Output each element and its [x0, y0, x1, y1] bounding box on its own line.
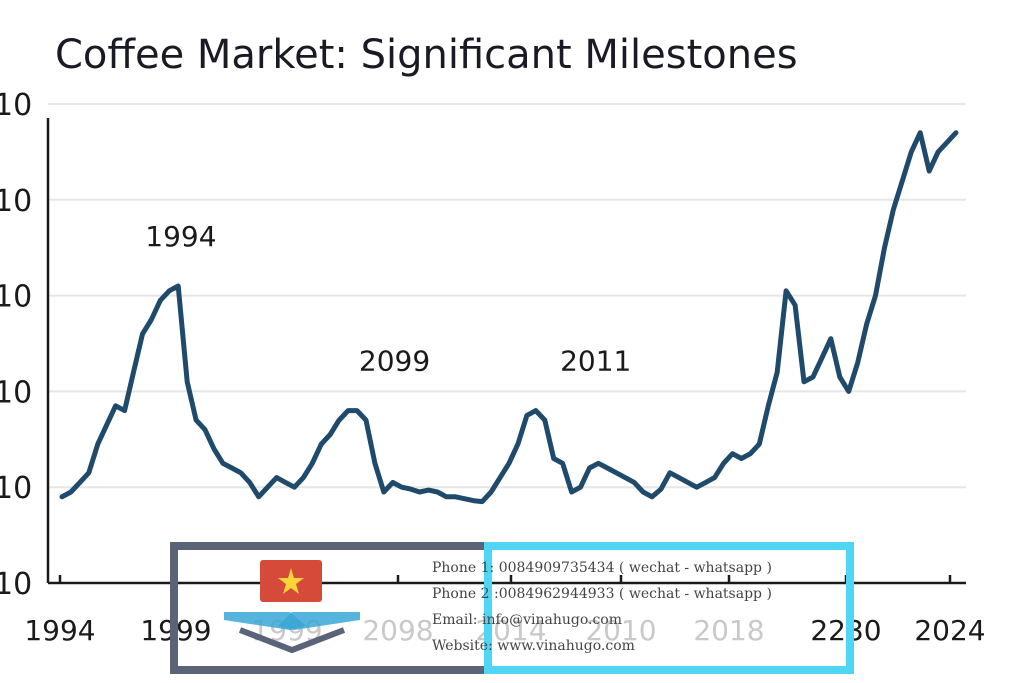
watermark-phone-2: Phone 2 :0084962944933 ( wechat - whatsa…	[432, 586, 772, 602]
y-tick-labels: 10 10 10 10 10 10	[0, 88, 32, 602]
y-tick-label: 10	[0, 280, 32, 315]
watermark-border-right	[484, 542, 854, 674]
x-tick-label: 2024	[914, 614, 985, 647]
vietnam-flag-icon	[260, 560, 322, 602]
y-tick-label: 10	[0, 88, 32, 123]
x-tick-label: 2098	[362, 614, 433, 647]
watermark: Phone 1: 0084909735434 ( wechat - whatsa…	[170, 542, 854, 674]
y-tick-label: 10	[0, 375, 32, 410]
series-layer	[59, 130, 959, 505]
y-tick-label: 10	[0, 567, 32, 602]
series-line	[59, 130, 959, 505]
annotation-label: 1994	[145, 220, 216, 253]
wings-logo-icon	[224, 612, 360, 654]
y-tick-label: 10	[0, 471, 32, 506]
watermark-website: Website: www.vinahugo.com	[432, 638, 635, 654]
watermark-email: Email: info@vinahugo.com	[432, 612, 622, 628]
annotation-label: 2011	[560, 345, 631, 378]
chart-title: Coffee Market: Significant Milestones	[55, 32, 798, 78]
x-tick-label: 2018	[693, 614, 764, 647]
y-tick-label: 10	[0, 184, 32, 219]
watermark-phone-1: Phone 1: 0084909735434 ( wechat - whatsa…	[432, 560, 772, 576]
x-tick-label: 1994	[24, 614, 95, 647]
annotations: 1994 2099 2011	[145, 220, 631, 378]
grid	[48, 103, 966, 489]
x-tick-label: 2010	[585, 614, 656, 647]
annotation-label: 2099	[359, 345, 430, 378]
